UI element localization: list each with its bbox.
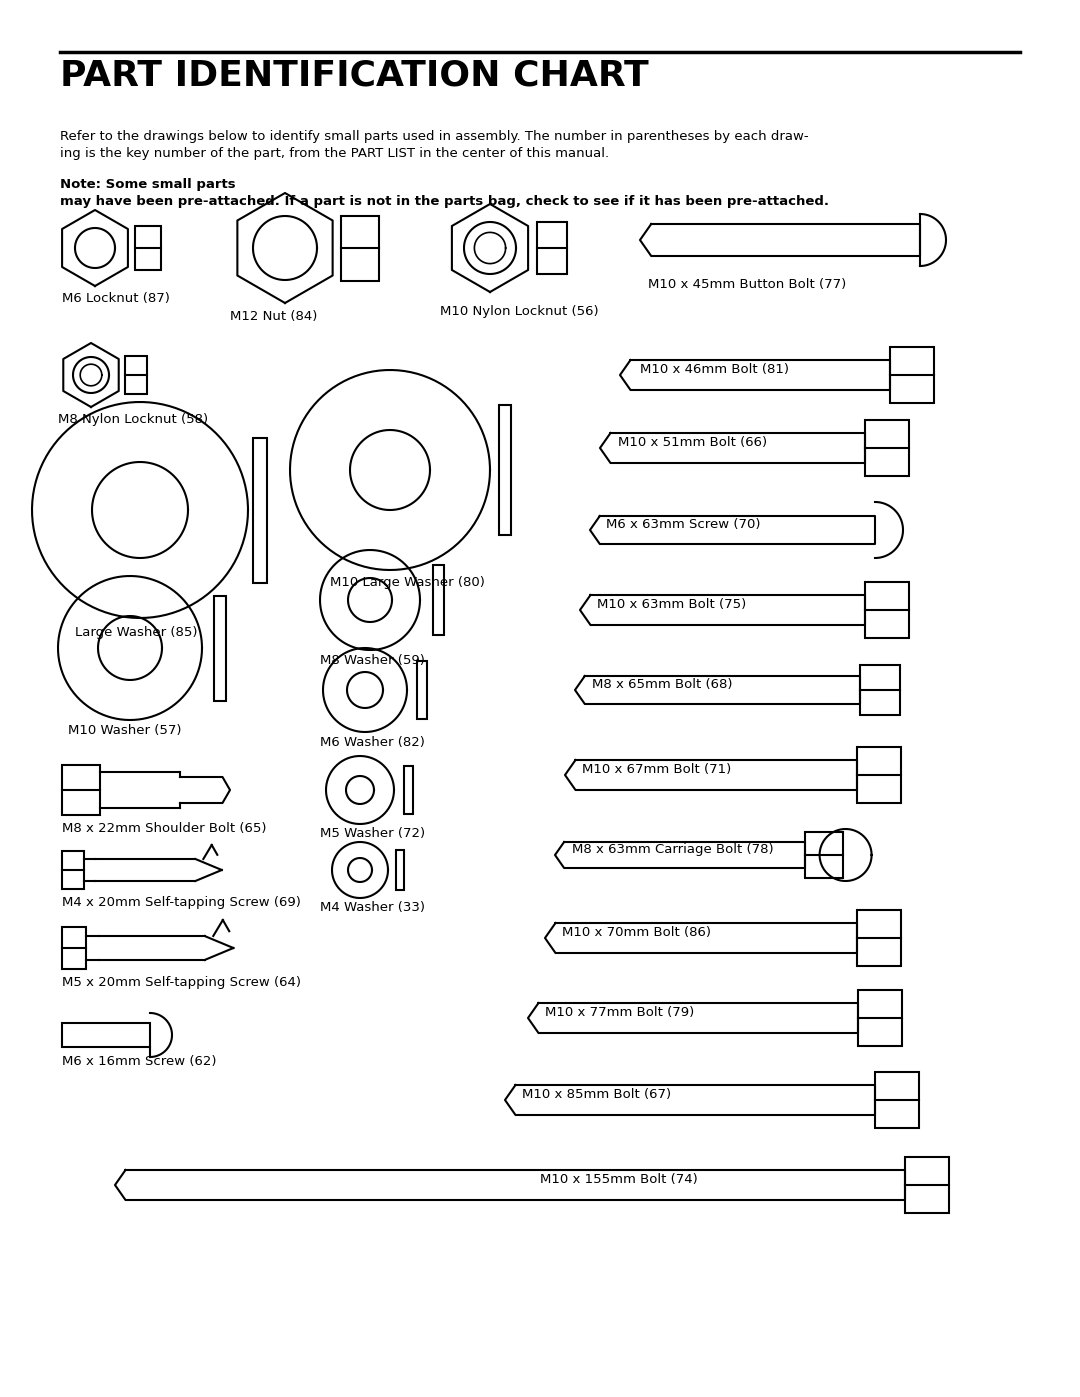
Text: M10 Washer (57): M10 Washer (57) bbox=[68, 724, 181, 738]
Text: Refer to the drawings below to identify small parts used in assembly. The number: Refer to the drawings below to identify … bbox=[60, 130, 809, 161]
Text: M10 Large Washer (80): M10 Large Washer (80) bbox=[330, 576, 485, 590]
Text: M10 x 85mm Bolt (67): M10 x 85mm Bolt (67) bbox=[522, 1088, 671, 1101]
Bar bbox=[858, 909, 901, 965]
Bar bbox=[805, 833, 843, 877]
Text: M10 x 67mm Bolt (71): M10 x 67mm Bolt (71) bbox=[582, 763, 731, 775]
Text: M6 x 63mm Screw (70): M6 x 63mm Screw (70) bbox=[606, 518, 760, 531]
Text: M10 x 70mm Bolt (86): M10 x 70mm Bolt (86) bbox=[562, 926, 711, 939]
Bar bbox=[890, 346, 934, 402]
Text: M12 Nut (84): M12 Nut (84) bbox=[230, 310, 318, 323]
Bar bbox=[62, 766, 100, 814]
Text: Large Washer (85): Large Washer (85) bbox=[75, 626, 198, 638]
Text: M8 x 63mm Carriage Bolt (78): M8 x 63mm Carriage Bolt (78) bbox=[572, 842, 773, 856]
Text: M6 Locknut (87): M6 Locknut (87) bbox=[62, 292, 170, 305]
Bar bbox=[62, 851, 84, 888]
Text: M10 x 63mm Bolt (75): M10 x 63mm Bolt (75) bbox=[597, 598, 746, 610]
Text: M5 Washer (72): M5 Washer (72) bbox=[320, 827, 426, 840]
Text: PART IDENTIFICATION CHART: PART IDENTIFICATION CHART bbox=[60, 59, 649, 92]
Bar bbox=[499, 405, 511, 535]
Bar bbox=[432, 564, 444, 636]
Bar bbox=[341, 215, 379, 281]
Text: M8 Washer (59): M8 Washer (59) bbox=[320, 654, 424, 666]
Text: M5 x 20mm Self-tapping Screw (64): M5 x 20mm Self-tapping Screw (64) bbox=[62, 977, 301, 989]
Text: M4 x 20mm Self-tapping Screw (69): M4 x 20mm Self-tapping Screw (69) bbox=[62, 895, 301, 909]
Bar bbox=[62, 1023, 150, 1046]
Text: M10 x 155mm Bolt (74): M10 x 155mm Bolt (74) bbox=[540, 1173, 698, 1186]
Bar bbox=[135, 226, 161, 270]
Bar bbox=[396, 849, 404, 890]
Bar bbox=[404, 766, 413, 814]
Text: M8 Nylon Locknut (58): M8 Nylon Locknut (58) bbox=[58, 414, 208, 426]
Text: M10 Nylon Locknut (56): M10 Nylon Locknut (56) bbox=[440, 305, 598, 319]
Text: M10 x 45mm Button Bolt (77): M10 x 45mm Button Bolt (77) bbox=[648, 278, 847, 291]
Text: M10 x 46mm Bolt (81): M10 x 46mm Bolt (81) bbox=[640, 363, 789, 376]
Bar bbox=[865, 420, 909, 476]
Bar bbox=[253, 437, 267, 583]
Bar bbox=[875, 1071, 919, 1127]
Bar bbox=[417, 661, 427, 719]
Text: M6 x 16mm Screw (62): M6 x 16mm Screw (62) bbox=[62, 1055, 216, 1067]
Bar bbox=[858, 990, 902, 1046]
Bar bbox=[214, 595, 226, 700]
Bar bbox=[860, 665, 900, 715]
Text: M8 x 65mm Bolt (68): M8 x 65mm Bolt (68) bbox=[592, 678, 732, 692]
Bar bbox=[62, 928, 86, 970]
Text: Note: Some small parts
may have been pre-attached. If a part is not in the parts: Note: Some small parts may have been pre… bbox=[60, 177, 829, 208]
Bar bbox=[125, 356, 147, 394]
Bar bbox=[858, 747, 901, 803]
Text: M6 Washer (82): M6 Washer (82) bbox=[320, 736, 424, 749]
Text: M10 x 51mm Bolt (66): M10 x 51mm Bolt (66) bbox=[618, 436, 767, 448]
Bar bbox=[865, 583, 909, 638]
Text: M8 x 22mm Shoulder Bolt (65): M8 x 22mm Shoulder Bolt (65) bbox=[62, 821, 267, 835]
Text: M4 Washer (33): M4 Washer (33) bbox=[320, 901, 426, 914]
Bar bbox=[905, 1157, 949, 1213]
Text: M10 x 77mm Bolt (79): M10 x 77mm Bolt (79) bbox=[545, 1006, 694, 1018]
Bar bbox=[537, 222, 567, 274]
